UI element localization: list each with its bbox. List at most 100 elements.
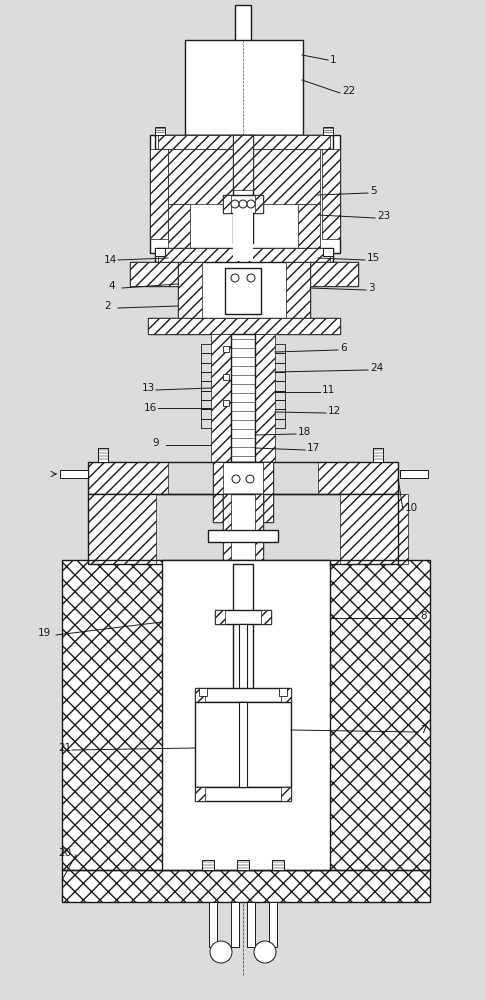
Text: 7: 7 <box>420 725 427 735</box>
Bar <box>223 494 263 564</box>
Bar <box>88 462 398 494</box>
Bar <box>88 494 156 564</box>
Text: 12: 12 <box>328 406 341 416</box>
Bar <box>272 860 284 870</box>
Bar <box>269 902 277 947</box>
Bar <box>261 610 271 624</box>
Bar <box>150 149 168 239</box>
Text: 8: 8 <box>420 611 427 621</box>
Text: 21: 21 <box>58 743 71 753</box>
Bar <box>233 564 253 694</box>
Text: 15: 15 <box>367 253 380 263</box>
Bar <box>225 268 261 314</box>
Bar <box>150 135 340 253</box>
Text: 20: 20 <box>58 848 71 858</box>
Bar <box>62 560 430 870</box>
Bar <box>199 688 207 696</box>
Bar <box>155 248 165 256</box>
Bar <box>168 204 190 252</box>
Bar <box>231 902 239 947</box>
Text: 2: 2 <box>104 301 111 311</box>
Circle shape <box>239 200 247 208</box>
Bar <box>223 494 263 506</box>
Bar <box>213 462 273 522</box>
Text: 5: 5 <box>370 186 377 196</box>
Bar <box>340 494 408 564</box>
Bar <box>88 462 168 494</box>
Bar <box>235 5 251 55</box>
Bar <box>318 462 398 494</box>
Bar <box>223 346 229 352</box>
Bar <box>239 702 247 787</box>
Text: 17: 17 <box>307 443 320 453</box>
Bar <box>88 494 398 564</box>
Circle shape <box>231 274 239 282</box>
Text: 9: 9 <box>152 438 158 448</box>
Text: 22: 22 <box>342 86 355 96</box>
Bar <box>323 127 333 135</box>
Bar <box>239 624 247 689</box>
Text: 10: 10 <box>405 503 418 513</box>
Bar <box>330 560 430 870</box>
Text: 1: 1 <box>330 55 337 65</box>
Bar <box>155 248 333 262</box>
Bar <box>211 334 231 462</box>
Bar <box>279 688 287 696</box>
Bar <box>195 688 205 702</box>
Bar <box>62 870 430 902</box>
Bar <box>223 400 229 406</box>
Bar <box>155 135 333 149</box>
Bar <box>195 787 291 801</box>
Bar <box>178 262 202 320</box>
Bar <box>223 494 229 506</box>
Bar <box>223 195 263 213</box>
Bar <box>62 560 162 870</box>
Bar <box>298 204 320 252</box>
Text: 18: 18 <box>298 427 311 437</box>
Text: 24: 24 <box>370 363 383 373</box>
Bar <box>213 462 223 522</box>
Bar <box>263 462 273 522</box>
Text: 14: 14 <box>104 255 117 265</box>
Circle shape <box>254 941 276 963</box>
Bar <box>130 262 178 286</box>
Bar <box>281 688 291 702</box>
Bar <box>195 702 291 787</box>
Bar <box>255 494 263 564</box>
Circle shape <box>232 475 240 483</box>
Bar <box>185 40 303 135</box>
Bar <box>215 610 271 624</box>
Bar <box>400 470 428 478</box>
Bar <box>195 688 291 702</box>
Bar <box>255 195 263 213</box>
Bar <box>257 494 263 506</box>
Text: 6: 6 <box>340 343 347 353</box>
Bar <box>130 262 178 286</box>
Bar <box>178 262 310 320</box>
Text: 19: 19 <box>38 628 51 638</box>
Circle shape <box>231 200 239 208</box>
Bar <box>281 787 291 801</box>
Circle shape <box>247 274 255 282</box>
Bar <box>223 195 231 213</box>
Bar <box>323 248 333 256</box>
Text: 11: 11 <box>322 385 335 395</box>
Bar <box>158 248 330 262</box>
Bar <box>98 448 108 462</box>
Bar <box>231 334 255 462</box>
Bar <box>255 334 275 462</box>
Circle shape <box>210 941 232 963</box>
Bar <box>322 149 340 239</box>
Circle shape <box>247 200 255 208</box>
Bar <box>168 149 320 204</box>
Bar <box>208 530 278 542</box>
Bar <box>148 318 340 334</box>
Bar <box>148 318 340 334</box>
Text: 23: 23 <box>377 211 390 221</box>
Text: 3: 3 <box>368 283 375 293</box>
Bar <box>202 860 214 870</box>
Bar <box>223 374 229 380</box>
Text: 13: 13 <box>142 383 155 393</box>
Bar <box>310 262 358 286</box>
Bar <box>373 448 383 462</box>
